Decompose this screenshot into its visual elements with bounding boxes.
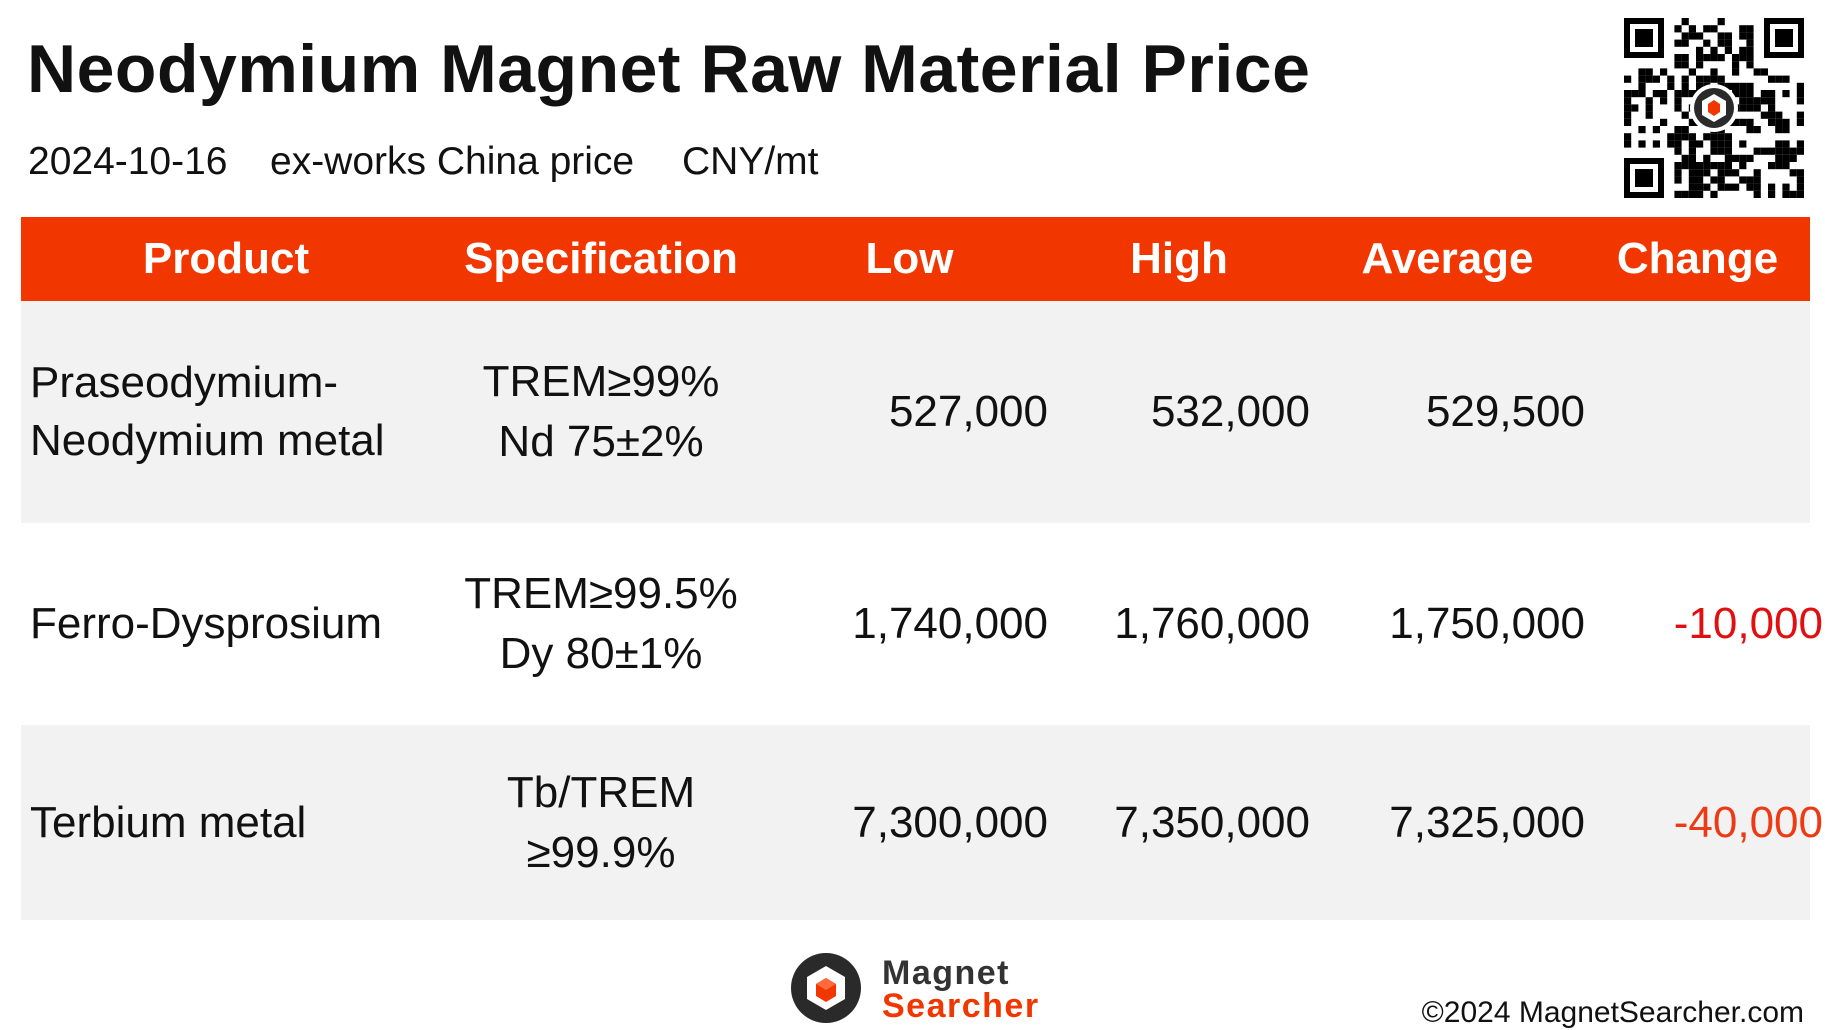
low-price: 527,000 xyxy=(888,387,1048,436)
page-title: Neodymium Magnet Raw Material Price xyxy=(27,31,1311,107)
price-date: 2024-10-16 xyxy=(28,140,228,183)
header-specification: Specification xyxy=(464,234,738,283)
magnet-searcher-logo-icon xyxy=(791,953,861,1023)
header-change: Change xyxy=(1616,234,1779,283)
high-price: 532,000 xyxy=(1150,387,1310,436)
specification: TREM≥99% Nd 75±2% xyxy=(482,357,720,466)
price-change: -10,000 xyxy=(1673,599,1823,648)
logo-text-magnet: Magnet xyxy=(882,954,1010,992)
low-price: 1,740,000 xyxy=(852,599,1048,648)
product-name: Praseodymium- Neodymium metal xyxy=(30,358,385,465)
table-row: Ferro-Dysprosium TREM≥99.5% Dy 80±1% 1,7… xyxy=(21,523,1823,725)
average-price: 1,750,000 xyxy=(1389,599,1585,648)
header-average: Average xyxy=(1361,234,1534,283)
specification: Tb/TREM ≥99.9% xyxy=(506,767,696,877)
price-basis: ex-works China price xyxy=(270,140,635,183)
price-table: Product Specification Low High Average C… xyxy=(21,217,1823,920)
average-price: 529,500 xyxy=(1425,387,1585,436)
copyright-notice: ©2024 MagnetSearcher.com xyxy=(1421,996,1804,1029)
product-name: Ferro-Dysprosium xyxy=(30,599,383,648)
price-change: -40,000 xyxy=(1673,797,1823,847)
high-price: 7,350,000 xyxy=(1114,797,1310,847)
product-name: Terbium metal xyxy=(30,797,307,847)
price-unit: CNY/mt xyxy=(682,140,819,183)
header-high: High xyxy=(1130,234,1228,283)
average-price: 7,325,000 xyxy=(1389,797,1585,847)
logo-text-searcher: Searcher xyxy=(882,987,1040,1025)
table-row: Praseodymium- Neodymium metal TREM≥99% N… xyxy=(21,301,1810,523)
table-header: Product Specification Low High Average C… xyxy=(21,217,1810,301)
header-low: Low xyxy=(865,234,954,283)
table-row: Terbium metal Tb/TREM ≥99.9% 7,300,000 7… xyxy=(21,725,1823,920)
specification: TREM≥99.5% Dy 80±1% xyxy=(464,569,738,678)
header-product: Product xyxy=(142,234,310,283)
high-price: 1,760,000 xyxy=(1114,599,1310,648)
low-price: 7,300,000 xyxy=(852,797,1048,847)
qr-code-icon xyxy=(1620,14,1808,202)
